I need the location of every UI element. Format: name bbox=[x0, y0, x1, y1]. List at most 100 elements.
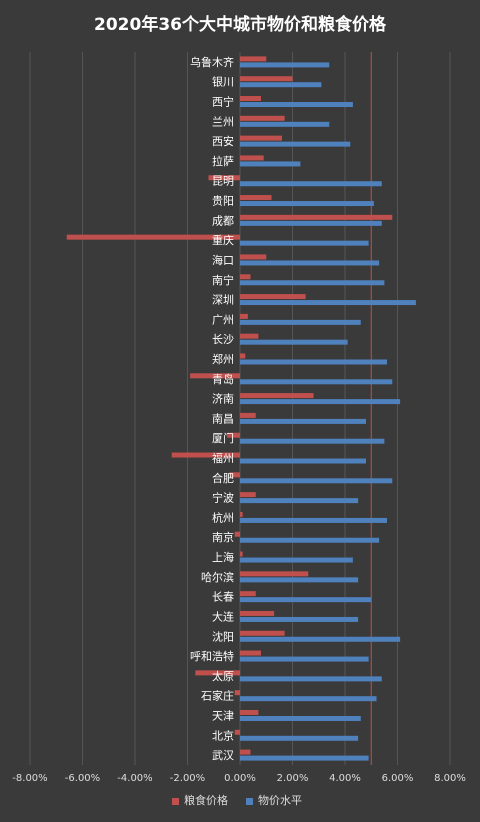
bar-grain-price bbox=[195, 670, 240, 676]
bar-price-level bbox=[240, 359, 387, 365]
bar-grain-price bbox=[234, 531, 240, 537]
bar-grain-price bbox=[240, 294, 306, 300]
bar-price-level bbox=[240, 260, 380, 266]
x-tick-label: 8.00% bbox=[434, 773, 466, 784]
category-label: 成都 bbox=[212, 214, 234, 227]
bar-grain-price bbox=[240, 511, 243, 517]
bar-grain-price bbox=[240, 551, 243, 557]
bar-grain-price bbox=[240, 571, 309, 577]
x-tick-label: -6.00% bbox=[65, 773, 100, 784]
category-label: 武汉 bbox=[212, 749, 234, 762]
x-tick-label: 0.00% bbox=[224, 773, 256, 784]
bar-grain-price bbox=[240, 135, 282, 141]
x-tick-label: -8.00% bbox=[12, 773, 47, 784]
category-label: 长沙 bbox=[212, 333, 234, 346]
bar-grain-price bbox=[240, 96, 261, 102]
bar-price-level bbox=[240, 62, 330, 68]
bar-price-level bbox=[240, 102, 353, 108]
bar-price-level bbox=[240, 537, 380, 543]
category-label: 昆明 bbox=[212, 175, 234, 188]
category-label: 宁波 bbox=[212, 491, 234, 505]
bar-grain-price bbox=[240, 195, 272, 201]
bar-price-level bbox=[240, 616, 359, 622]
category-label: 福州 bbox=[212, 451, 234, 465]
bar-price-level bbox=[240, 517, 387, 523]
legend-swatch-price-level bbox=[246, 798, 253, 805]
bar-price-level bbox=[240, 161, 301, 167]
x-tick-label: -2.00% bbox=[170, 773, 205, 784]
category-label: 银川 bbox=[212, 75, 234, 89]
bar-price-level bbox=[240, 438, 385, 444]
bar-price-level bbox=[240, 201, 374, 207]
legend-swatch-grain-price bbox=[172, 798, 179, 805]
bar-grain-price bbox=[208, 175, 240, 181]
category-label: 厦门 bbox=[212, 431, 234, 445]
bar-grain-price bbox=[240, 492, 256, 498]
bar-grain-price bbox=[190, 373, 240, 379]
category-label: 沈阳 bbox=[212, 629, 234, 643]
bar-price-level bbox=[240, 319, 361, 325]
bar-grain-price bbox=[240, 650, 261, 656]
bar-grain-price bbox=[240, 749, 251, 755]
bar-price-level bbox=[240, 676, 382, 682]
bar-grain-price bbox=[240, 254, 267, 260]
bar-price-level bbox=[240, 240, 369, 246]
category-label: 哈尔滨 bbox=[201, 570, 234, 584]
bar-price-level bbox=[240, 399, 401, 405]
category-label: 北京 bbox=[212, 728, 234, 742]
bar-price-level bbox=[240, 82, 322, 88]
bar-grain-price bbox=[240, 353, 246, 359]
bar-grain-price bbox=[240, 591, 256, 597]
category-label: 太原 bbox=[212, 670, 234, 683]
category-label: 西安 bbox=[212, 134, 234, 148]
x-axis-ticks: -8.00% -6.00% -4.00% -2.00% 0.00% 2.00% 4.00% 6… bbox=[12, 773, 466, 784]
bar-price-level bbox=[240, 735, 359, 741]
category-label: 济南 bbox=[212, 392, 234, 406]
category-label: 贵阳 bbox=[212, 195, 234, 208]
legend-label-grain-price: 粮食价格 bbox=[184, 793, 228, 807]
bar-grain-price bbox=[240, 274, 251, 280]
bar-price-level bbox=[240, 577, 359, 583]
bar-grain-price bbox=[240, 115, 285, 121]
category-label: 郑州 bbox=[212, 352, 234, 366]
category-labels: 乌鲁木齐银川西宁兰州西安拉萨昆明贵阳成都重庆海口南宁深圳广州长沙郑州青岛济南南昌… bbox=[190, 55, 234, 762]
bar-price-level bbox=[240, 498, 359, 504]
grid-lines bbox=[29, 52, 451, 765]
bar-price-level bbox=[240, 557, 353, 563]
bar-grain-price bbox=[66, 234, 240, 240]
bar-price-level bbox=[240, 696, 377, 702]
category-label: 乌鲁木齐 bbox=[190, 55, 234, 69]
bar-grain-price bbox=[240, 313, 248, 319]
bar-grain-price bbox=[234, 729, 240, 735]
bar-price-level bbox=[240, 715, 361, 721]
legend-label-price-level: 物价水平 bbox=[258, 793, 302, 807]
category-label: 青岛 bbox=[212, 372, 234, 386]
category-label: 石家庄 bbox=[201, 689, 234, 703]
bar-grain-price bbox=[240, 333, 259, 339]
bar-grain-price bbox=[240, 393, 314, 399]
bar-price-level bbox=[240, 379, 393, 385]
x-tick-label: 6.00% bbox=[382, 773, 414, 784]
category-label: 杭州 bbox=[212, 510, 234, 524]
category-label: 兰州 bbox=[212, 115, 234, 128]
bar-price-level bbox=[240, 478, 393, 484]
bar-grain-price bbox=[240, 709, 259, 715]
category-label: 重庆 bbox=[212, 233, 234, 247]
bar-grain-price bbox=[240, 155, 264, 161]
bars-layer bbox=[66, 56, 416, 761]
category-label: 上海 bbox=[212, 550, 234, 564]
chart-title: 2020年36个大中城市物价和粮食价格 bbox=[94, 14, 387, 35]
category-label: 西宁 bbox=[212, 95, 234, 109]
bar-price-level bbox=[240, 636, 401, 642]
bar-price-level bbox=[240, 755, 369, 761]
bar-grain-price bbox=[240, 610, 275, 616]
category-label: 南宁 bbox=[212, 273, 234, 287]
bar-price-level bbox=[240, 458, 366, 464]
bar-grain-price bbox=[226, 432, 240, 438]
category-label: 大连 bbox=[212, 609, 234, 623]
category-label: 深圳 bbox=[212, 294, 234, 307]
bar-grain-price bbox=[229, 472, 240, 478]
bar-price-level bbox=[240, 141, 351, 147]
